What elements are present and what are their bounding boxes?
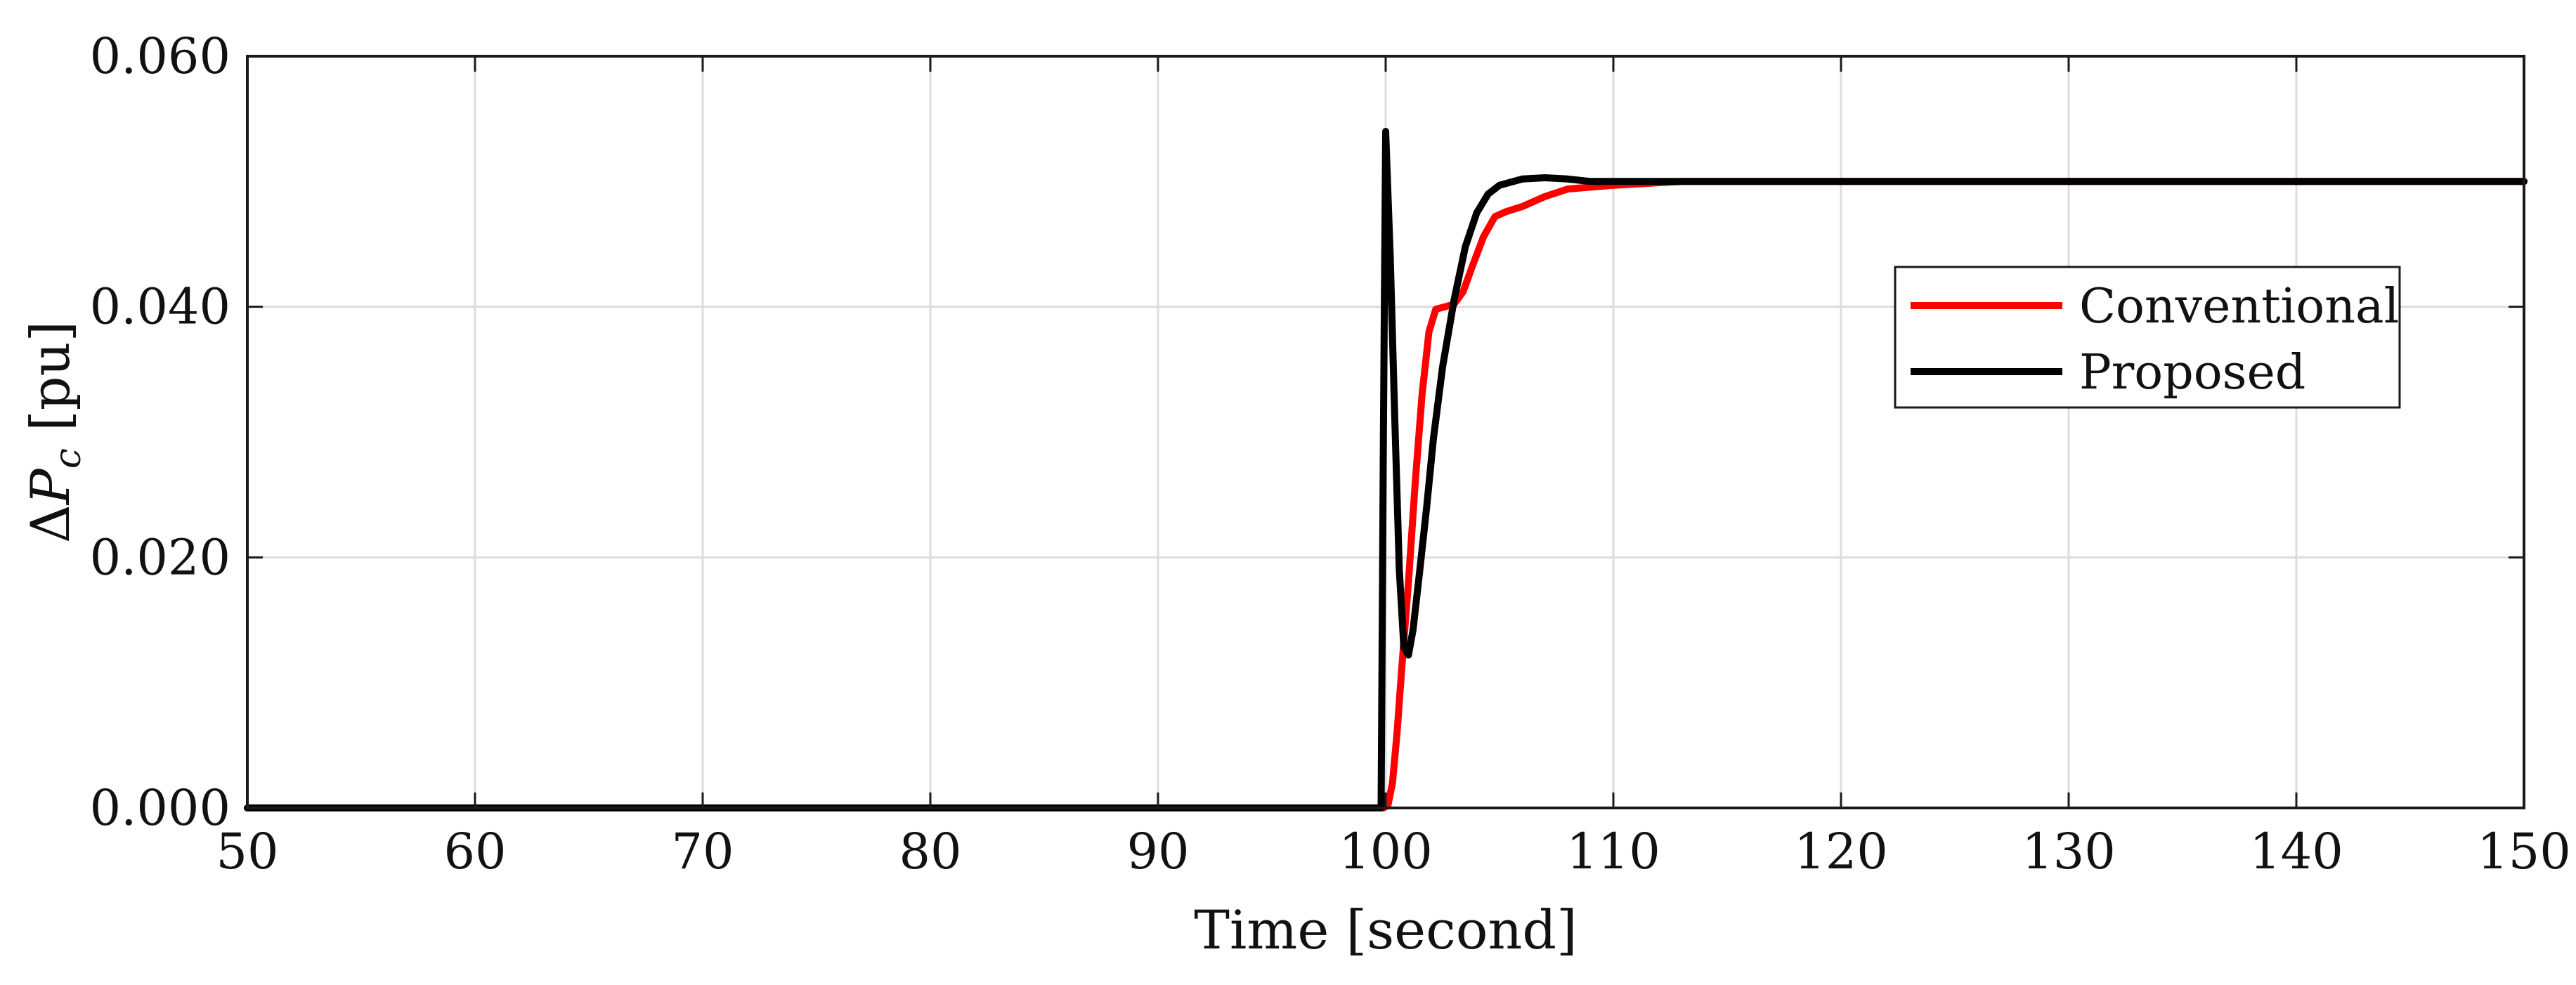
y-axis-title-symbol: P: [19, 467, 82, 506]
x-tick-label: 100: [1339, 823, 1433, 880]
y-tick-label: 0.020: [90, 528, 230, 586]
y-tick-label: 0.060: [90, 27, 230, 85]
y-axis-title-delta: Δ: [19, 504, 82, 543]
x-tick-label: 50: [216, 823, 278, 880]
y-tick-label: 0.040: [90, 278, 230, 336]
legend-label-conventional: Conventional: [2079, 279, 2399, 334]
ticks: 50 60 70 80 90 100 110 120 130 140 150 0.000 0.020 0.…: [90, 27, 2571, 880]
x-axis-title: Time [second]: [1194, 899, 1577, 961]
series-layer: [244, 128, 2528, 811]
x-tick-label: 60: [443, 823, 506, 880]
x-tick-label: 110: [1566, 823, 1660, 880]
legend-label-proposed: Proposed: [2079, 345, 2305, 400]
x-tick-label: 70: [671, 823, 734, 880]
x-tick-label: 80: [899, 823, 961, 880]
y-tick-label: 0.000: [90, 779, 230, 837]
legend-box: [1894, 266, 2401, 409]
y-axis-title-unit: [pu]: [19, 321, 82, 448]
x-tick-label: 120: [1794, 823, 1888, 880]
series-line-conventional: [244, 178, 2528, 811]
x-tick-label: 130: [2022, 823, 2116, 880]
y-axis-title: ΔPc [pu]: [19, 321, 89, 543]
series-line-proposed: [244, 128, 2528, 811]
x-tick-label: 150: [2477, 823, 2571, 880]
legend: Conventional Proposed: [1894, 266, 2401, 409]
y-axis-title-subscript: c: [47, 448, 89, 469]
x-tick-label: 140: [2249, 823, 2343, 880]
x-tick-label: 90: [1126, 823, 1189, 880]
